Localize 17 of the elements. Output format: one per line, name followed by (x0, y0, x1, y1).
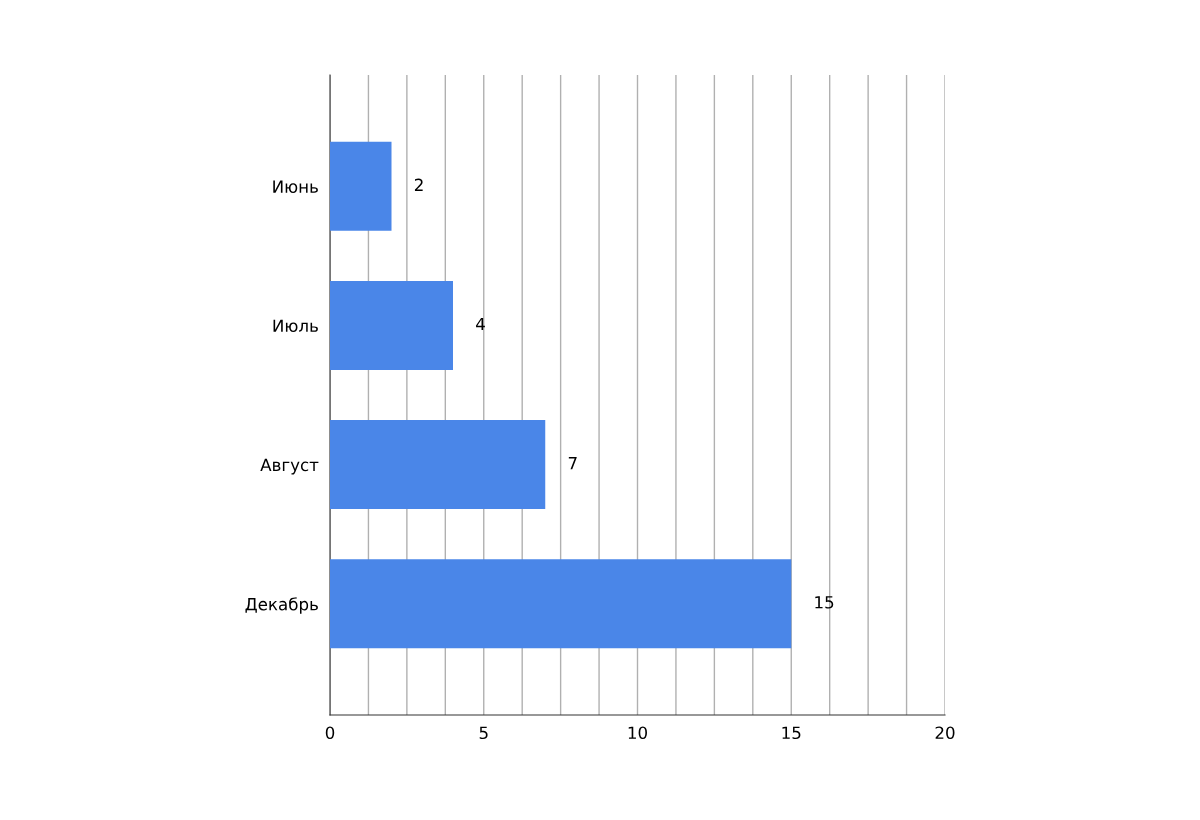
y-tick-label: Июль (273, 319, 318, 333)
x-tick-label: 20 (935, 726, 955, 740)
y-tick-label: Июнь (273, 180, 318, 193)
data-label: 15 (815, 596, 834, 609)
data-label: 4 (476, 317, 485, 331)
data-label: 7 (568, 457, 577, 470)
x-tick-label: 0 (325, 726, 335, 740)
data-label: 2 (414, 178, 423, 191)
bar (330, 141, 392, 231)
x-tick-label: 15 (782, 726, 801, 740)
x-tick-label: 10 (628, 726, 647, 740)
y-tick-label: Август (260, 458, 319, 475)
y-tick-label: Декабрь (245, 597, 318, 614)
bar (330, 420, 546, 510)
x-tick-label: 5 (479, 726, 488, 740)
bar (330, 559, 792, 649)
bar (330, 280, 453, 370)
